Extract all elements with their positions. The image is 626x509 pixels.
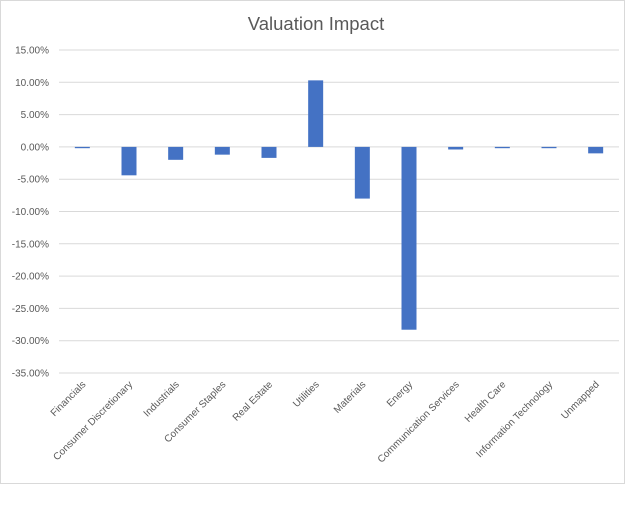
gridlines (59, 49, 619, 374)
valuation-impact-chart: Valuation Impact 15.00% 10.00% 5.00% 0.00% -… (12, 13, 619, 465)
bar-real-estate (261, 146, 277, 158)
y-tick-label: -25.00% (12, 304, 49, 315)
bar-information-technology (541, 146, 557, 149)
chart-area: Valuation Impact 15.00% 10.00% 5.00% 0.00% -… (0, 0, 625, 484)
y-tick-label: -20.00% (12, 272, 49, 283)
bar-consumer-staples (214, 146, 230, 155)
bar-consumer-discretionary (121, 146, 137, 176)
x-tick-label: Utilities (291, 379, 322, 410)
x-tick-label: Consumer Discretionary (51, 379, 135, 463)
bar-industrials (168, 146, 184, 160)
x-tick-label: Health Care (463, 379, 509, 425)
y-tick-label: -5.00% (17, 175, 49, 186)
y-tick-label: 5.00% (21, 110, 49, 121)
y-tick-label: -35.00% (12, 369, 49, 380)
x-tick-label: Unmapped (559, 379, 601, 421)
x-tick-label: Energy (385, 379, 415, 409)
x-tick-label: Communication Services (376, 379, 462, 465)
x-tick-label: Financials (49, 379, 89, 419)
bar-financials (74, 146, 90, 149)
y-tick-label: 10.00% (15, 78, 49, 89)
bar-materials (354, 146, 370, 199)
y-tick-label: 0.00% (21, 142, 49, 153)
y-tick-label: -30.00% (12, 336, 49, 347)
chart-title: Valuation Impact (248, 13, 384, 34)
y-axis-ticks: 15.00% 10.00% 5.00% 0.00% -5.00% -10.00% -15.0… (12, 46, 49, 380)
bar-communication-services (448, 146, 464, 150)
x-tick-label: Materials (332, 379, 368, 415)
bar-unmapped (588, 146, 604, 154)
bar-utilities (308, 80, 324, 147)
y-tick-label: 15.00% (15, 46, 49, 57)
bar-health-care (494, 146, 510, 149)
x-tick-label: Information Technology (474, 379, 555, 460)
x-tick-label: Industrials (142, 379, 182, 419)
x-tick-label: Real Estate (231, 379, 276, 424)
bar-energy (401, 146, 417, 330)
y-tick-label: -15.00% (12, 239, 49, 250)
bars (74, 80, 604, 330)
y-tick-label: -10.00% (12, 207, 49, 218)
